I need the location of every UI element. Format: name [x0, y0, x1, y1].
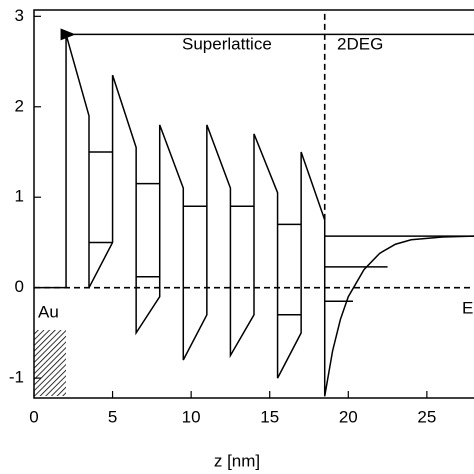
plot-frame [33, 9, 474, 399]
annotation: Superlattice [182, 34, 272, 53]
y-tick-label: 1 [15, 187, 24, 206]
x-tick-label: 20 [339, 407, 358, 426]
x-tick-label: 5 [108, 407, 117, 426]
annotation: Au [38, 302, 59, 321]
y-tick-label: -1 [9, 368, 24, 387]
x-tick-label: 10 [182, 407, 201, 426]
y-tick-label: 2 [15, 96, 24, 115]
x-tick-label: 25 [417, 407, 436, 426]
y-tick-label: 0 [15, 277, 24, 296]
x-axis-label: z [nm] [214, 451, 260, 470]
band-line [34, 34, 326, 397]
au-hatch [34, 330, 66, 396]
y-tick-label: 3 [15, 6, 24, 25]
annotation: 2DEG [337, 34, 383, 53]
x-tick-label: 0 [29, 407, 38, 426]
band-line [323, 235, 474, 397]
x-tick-label: 15 [260, 407, 279, 426]
annotation: E [462, 298, 473, 317]
